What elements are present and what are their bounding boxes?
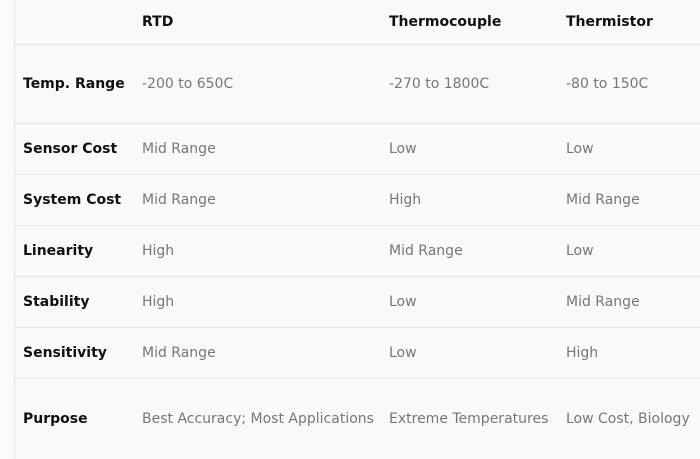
row-label: Linearity <box>23 243 94 259</box>
table-cell: -80 to 150C <box>566 76 649 92</box>
table-cell: Low <box>566 243 594 259</box>
table-row: Linearity High Mid Range Low <box>15 226 700 277</box>
table-cell: Low Cost, Biology <box>566 411 690 427</box>
row-label: Temp. Range <box>23 76 125 92</box>
table-row: Sensor Cost Mid Range Low Low <box>15 124 700 175</box>
column-header <box>23 0 141 44</box>
table-cell: Mid Range <box>142 192 216 208</box>
row-label: Sensitivity <box>23 345 107 361</box>
table-row: Temp. Range -200 to 650C -270 to 1800C -80 … <box>15 45 700 124</box>
comparison-table: RTD Thermocouple Thermistor Temp. Range -200… <box>14 0 700 459</box>
table-cell: -200 to 650C <box>142 76 234 92</box>
row-label: Sensor Cost <box>23 141 118 157</box>
table-cell: Mid Range <box>566 294 640 310</box>
table-row: Purpose Best Accuracy; Most Applications E… <box>15 379 700 459</box>
table-cell: High <box>389 192 422 208</box>
table-cell: Extreme Temperatures <box>389 411 549 427</box>
table-cell: Low <box>566 141 594 157</box>
table-cell: Mid Range <box>566 192 640 208</box>
column-header: Thermocouple <box>389 14 502 30</box>
table-cell: Low <box>389 294 417 310</box>
table-cell: Best Accuracy; Most Applications <box>142 411 374 427</box>
row-label: System Cost <box>23 192 122 208</box>
table-row: Stability High Low Mid Range <box>15 277 700 328</box>
table-cell: High <box>142 243 175 259</box>
column-header: RTD <box>142 14 174 30</box>
table-cell: High <box>142 294 175 310</box>
table-header-row: RTD Thermocouple Thermistor <box>15 0 700 45</box>
table-cell: -270 to 1800C <box>389 76 490 92</box>
table-row: Sensitivity Mid Range Low High <box>15 328 700 379</box>
row-label: Stability <box>23 294 90 310</box>
table-cell: Low <box>389 345 417 361</box>
table-row: System Cost Mid Range High Mid Range <box>15 175 700 226</box>
table-cell: Mid Range <box>142 345 216 361</box>
table-cell: Low <box>389 141 417 157</box>
column-header: Thermistor <box>566 14 653 30</box>
table-cell: Mid Range <box>142 141 216 157</box>
table-cell: High <box>566 345 599 361</box>
row-label: Purpose <box>23 411 88 427</box>
table-cell: Mid Range <box>389 243 463 259</box>
